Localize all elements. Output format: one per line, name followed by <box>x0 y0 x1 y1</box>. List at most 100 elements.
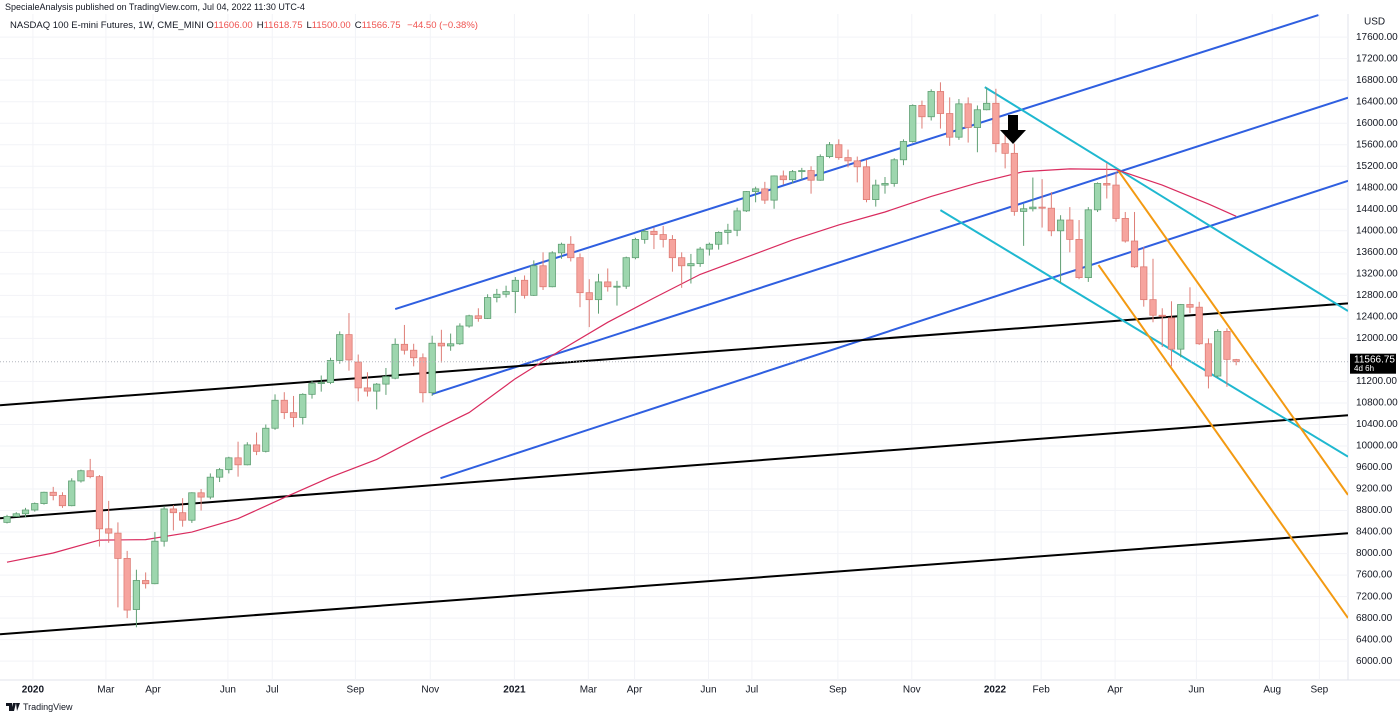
y-tick-label: 10800.00 <box>1356 398 1398 409</box>
legend: NASDAQ 100 E-mini Futures, 1W, CME_MINI … <box>10 20 482 31</box>
candle-body <box>668 239 677 259</box>
logo <box>6 703 20 711</box>
candle-body <box>816 156 824 181</box>
y-tick-label: 17200.00 <box>1356 53 1398 64</box>
candle-body <box>289 412 298 418</box>
candle-body <box>123 558 131 611</box>
candle-body <box>1140 266 1148 301</box>
candle-body <box>40 491 48 504</box>
candle-body <box>317 382 325 384</box>
x-tick-label: Sep <box>829 685 847 696</box>
candle-body <box>622 257 630 287</box>
candle-body <box>169 508 177 514</box>
candle-body <box>909 105 917 142</box>
trend-line <box>440 179 1348 480</box>
y-tick-label: 16800.00 <box>1356 75 1398 86</box>
candle-body <box>419 357 427 394</box>
candle-body <box>678 257 686 267</box>
candle-body <box>354 361 362 389</box>
candle-body <box>881 183 889 186</box>
candle-body <box>798 170 806 173</box>
candle-body <box>742 191 750 212</box>
candle-body <box>77 470 85 482</box>
candle-body <box>326 360 335 383</box>
candle-body <box>1066 219 1074 240</box>
candle-body <box>12 513 20 517</box>
moving-average <box>6 168 1237 563</box>
symbol-title: NASDAQ 100 E-mini Futures, 1W, CME_MINI <box>10 20 204 31</box>
candle-body <box>345 334 353 361</box>
x-tick-label: Sep <box>347 685 365 696</box>
candle-body <box>844 157 852 162</box>
candle-body <box>1084 209 1092 279</box>
y-tick-label: 8000.00 <box>1356 548 1393 559</box>
candle-body <box>585 292 593 301</box>
candle-body <box>613 285 621 288</box>
candle-body <box>779 175 787 181</box>
x-tick-label: 2022 <box>984 685 1007 696</box>
candle-body <box>1010 152 1018 212</box>
candle-body <box>955 103 963 138</box>
x-tick-label: Jul <box>746 685 759 696</box>
candle-body <box>964 103 972 128</box>
y-tick-label: 16000.00 <box>1356 118 1398 129</box>
x-tick-label: Jun <box>1188 685 1204 696</box>
trend-line <box>1097 264 1348 619</box>
y-tick-label: 6400.00 <box>1356 634 1393 645</box>
candle-body <box>336 334 344 361</box>
ohlc-key: O <box>206 20 214 31</box>
candle-body <box>946 113 954 138</box>
x-tick-label: Apr <box>1107 685 1123 696</box>
candle-body <box>1177 304 1185 350</box>
ohlc-value: 11566.75 <box>361 20 401 31</box>
candle-body <box>3 516 11 523</box>
candle-body <box>1038 206 1046 209</box>
y-tick-label: 7200.00 <box>1356 591 1393 602</box>
x-tick-label: Feb <box>1033 685 1051 696</box>
candle-body <box>936 91 945 114</box>
candle-body <box>271 399 279 429</box>
candle-body <box>160 508 168 542</box>
candle-body <box>918 105 926 118</box>
candle-body <box>752 188 760 192</box>
trend-line <box>984 86 1348 312</box>
candle-body <box>31 503 39 511</box>
x-tick-label: Sep <box>1310 685 1328 696</box>
candle-body <box>234 457 242 466</box>
candle-body <box>105 528 113 534</box>
change: −44.50 (−0.38%) <box>407 20 478 31</box>
candle-body <box>687 263 695 267</box>
y-tick-label: 6000.00 <box>1356 656 1393 667</box>
candle-body <box>188 492 196 521</box>
candle-body <box>373 383 381 392</box>
candle-body <box>465 315 473 327</box>
candle-body <box>243 444 251 466</box>
candle-body <box>1103 183 1111 186</box>
axes: 6000.00 6400.00 6800.00 7200.00 7600.00 8000.… <box>22 32 1398 696</box>
candle-body <box>604 281 612 288</box>
candle-body <box>447 343 455 347</box>
candle-body <box>641 230 649 240</box>
candle-body <box>770 175 778 201</box>
candle-body <box>1093 183 1102 211</box>
x-tick-label: Aug <box>1263 685 1281 696</box>
candle-body <box>400 343 409 351</box>
candle-body <box>1204 343 1213 377</box>
y-tick-label: 13600.00 <box>1356 247 1398 258</box>
candle-body <box>557 243 566 254</box>
y-tick-label: 12000.00 <box>1356 333 1398 344</box>
candle-body <box>225 457 233 471</box>
candle-body <box>456 325 464 345</box>
y-tick-label: 9600.00 <box>1356 462 1393 473</box>
candle-body <box>983 102 991 111</box>
ohlc-key: H <box>256 20 264 31</box>
x-tick-label: Jun <box>700 685 716 696</box>
candle-body <box>382 376 390 385</box>
candle-body <box>973 109 982 128</box>
candle-body <box>1047 207 1055 232</box>
candle-body <box>68 480 76 507</box>
candle-body <box>1167 317 1176 350</box>
candle-body <box>807 170 815 181</box>
candle-body <box>530 265 538 296</box>
